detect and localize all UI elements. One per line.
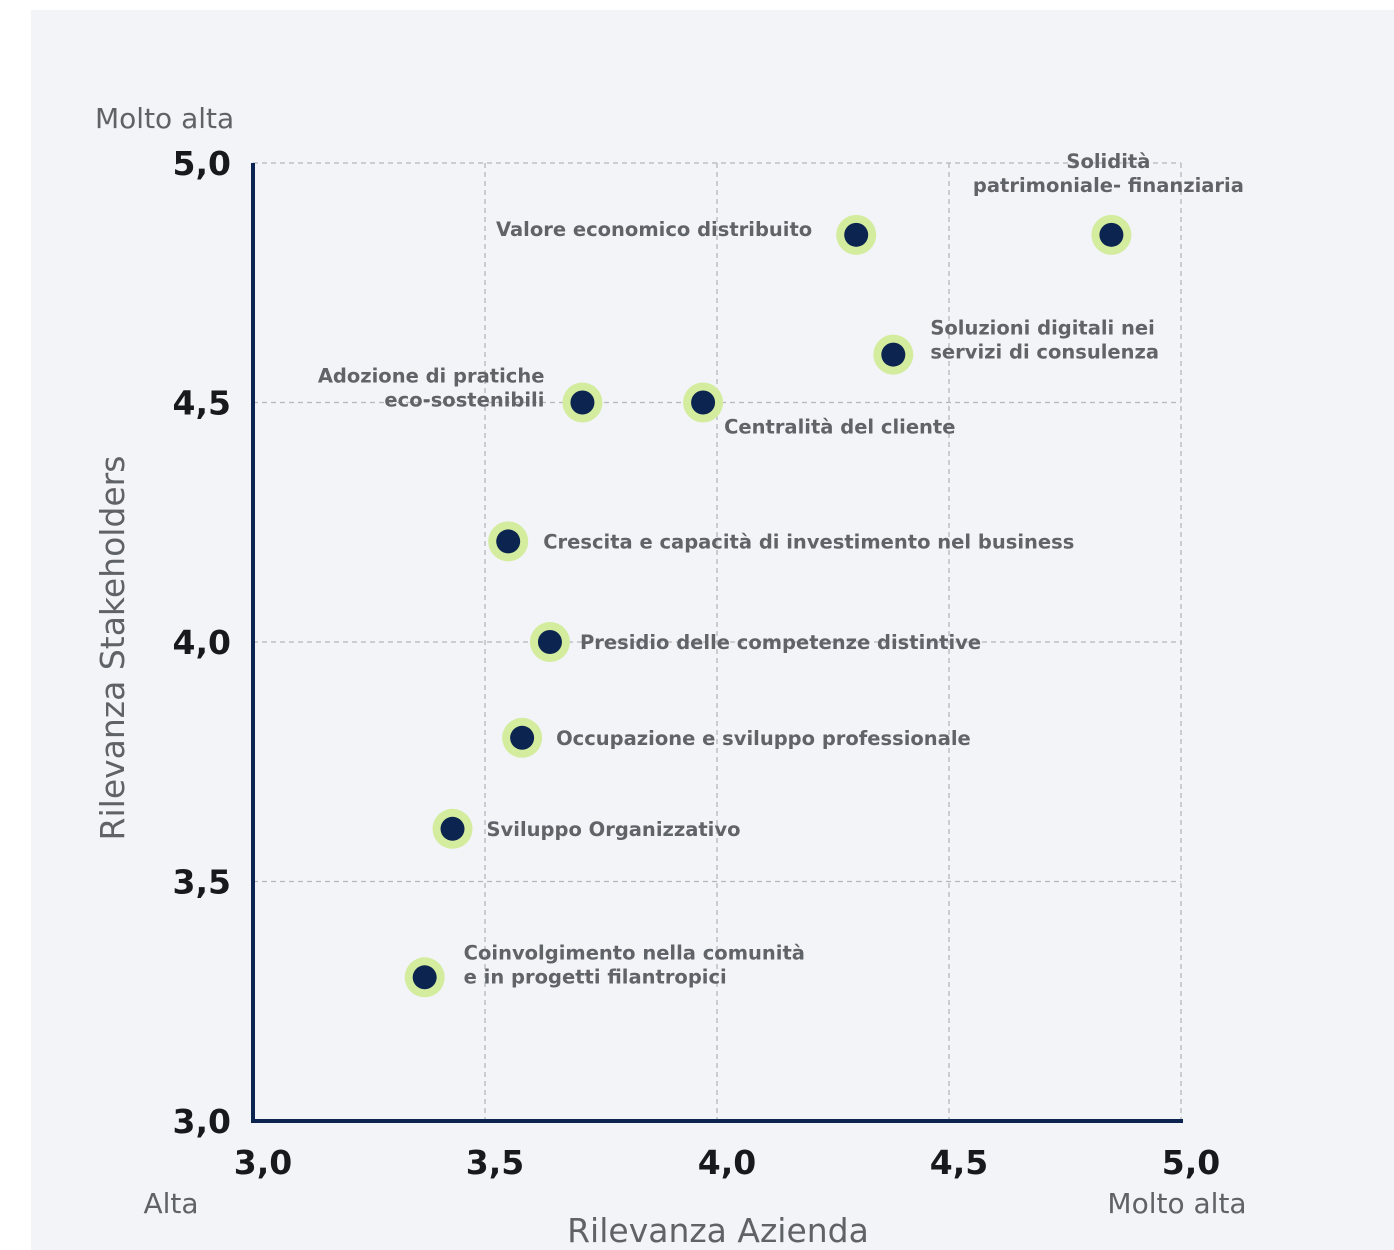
point-label-line: Centralità del cliente [724,416,955,439]
x-tick-label: 3,5 [466,1143,524,1182]
point-label-line: Sviluppo Organizzativo [487,818,741,841]
data-points [404,214,1132,998]
data-point [496,529,521,554]
point-label: Sviluppo Organizzativo [487,818,741,841]
point-labels: Solidità patrimoniale- finanziaria Valore … [318,150,1244,988]
x-tick-label: 4,5 [930,1143,988,1182]
point-label-line: Soluzioni digitali nei [930,317,1155,340]
point-label: Coinvolgimento nella comunità e in proget… [464,941,805,988]
point-label: Occupazione e sviluppo professionale [556,727,971,750]
point-label: Valore economico distribuito [496,218,812,241]
point-label-line: patrimoniale- finanziaria [973,174,1244,197]
y-tick-label: 3,5 [173,863,231,902]
point-label-line: eco-sostenibili [384,389,544,412]
data-point [510,725,535,750]
data-point [844,222,869,247]
data-point [1099,222,1124,247]
point-label-line: servizi di consulenza [930,341,1159,364]
point-label-line: Solidità [1066,150,1150,173]
data-point [691,390,716,415]
point-label-line: e in progetti filantropici [464,965,727,988]
point-label: Solidità patrimoniale- finanziaria [973,150,1244,197]
data-point [412,965,437,990]
point-label-line: Valore economico distribuito [496,218,812,241]
data-point [440,816,465,841]
x-tick-label: 3,0 [234,1143,292,1182]
data-point [570,390,595,415]
point-label: Soluzioni digitali nei servizi di consule… [930,317,1159,364]
point-label-line: Presidio delle competenze distintive [580,631,981,654]
data-point [881,342,906,367]
x-axis-low-label: Alta [143,1187,198,1220]
point-label: Centralità del cliente [724,416,955,439]
y-tick-label: 3,0 [173,1102,231,1141]
point-label: Presidio delle competenze distintive [580,631,981,654]
tick-labels: 3,0 3,5 4,0 4,5 5,0 3,0 3,5 4,0 4,5 5,0 [173,144,1221,1182]
x-axis-title: Rilevanza Azienda [567,1211,869,1250]
y-tick-label: 5,0 [173,144,231,183]
point-label-line: Occupazione e sviluppo professionale [556,727,971,750]
y-axis-high-label: Molto alta [95,102,234,135]
x-tick-label: 4,0 [698,1143,756,1182]
point-label-line: Crescita e capacità di investimento nel … [543,530,1074,553]
point-label: Adozione di pratiche eco-sostenibili [318,365,545,412]
y-tick-label: 4,5 [173,384,231,423]
axes [251,163,1183,1123]
x-axis-high-label: Molto alta [1107,1187,1246,1220]
x-tick-label: 5,0 [1162,1143,1220,1182]
point-label-line: Adozione di pratiche [318,365,545,388]
y-axis-title: Rilevanza Stakeholders [93,456,132,841]
point-label: Crescita e capacità di investimento nel … [543,530,1074,553]
y-tick-label: 4,0 [173,623,231,662]
chart-background [31,10,1394,1250]
data-point [537,630,562,654]
point-label-line: Coinvolgimento nella comunità [464,941,805,964]
